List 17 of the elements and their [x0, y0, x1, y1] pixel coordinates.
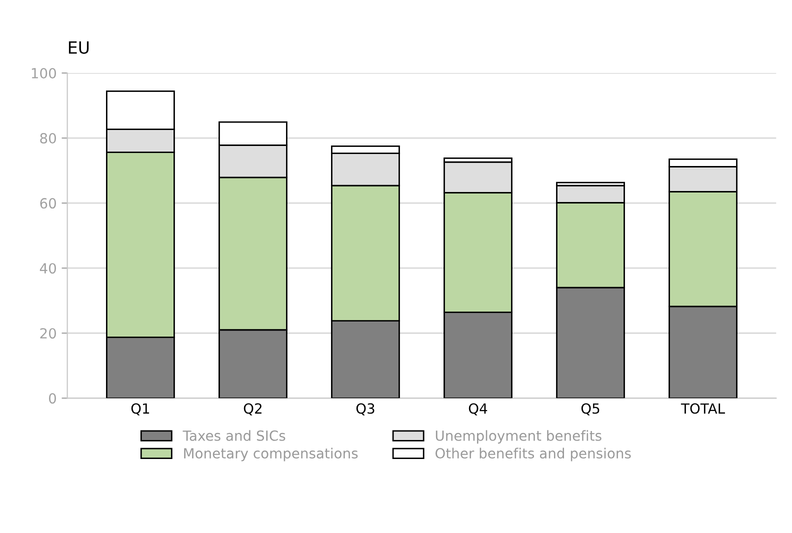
x-tick-label: Q5	[581, 403, 600, 416]
chart-title: EU	[68, 41, 89, 54]
x-tick-label: TOTAL	[680, 403, 725, 414]
y-tick-label: 0	[48, 393, 56, 404]
x-tick-label: Q1	[131, 403, 150, 416]
x-tick-label: Q4	[468, 403, 488, 416]
y-tick-label: 80	[40, 133, 56, 144]
legend-label: Other benefits and pensions	[436, 448, 631, 462]
x-tick-label: Q3	[356, 403, 374, 416]
legend-label: Taxes and SICs	[182, 430, 286, 441]
legend-label: Monetary compensations	[184, 448, 358, 462]
y-tick-label: 100	[32, 68, 56, 78]
y-tick-label: 20	[40, 328, 56, 339]
legend-label: Unemployment benefits	[436, 430, 602, 444]
y-tick-label: 40	[40, 263, 56, 274]
y-tick-label: 60	[40, 198, 56, 209]
x-tick-label: Q2	[244, 403, 262, 416]
